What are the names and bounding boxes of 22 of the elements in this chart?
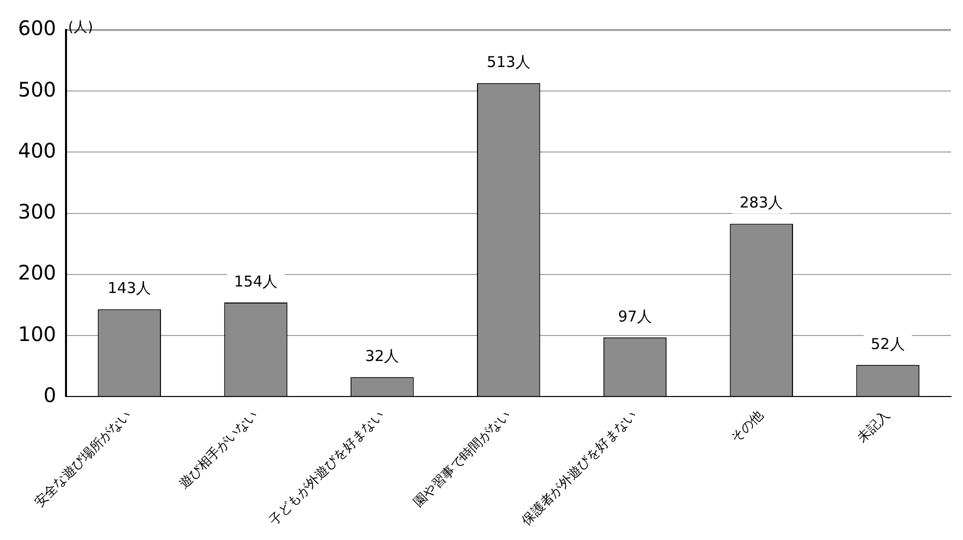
y-tick-label: 300 xyxy=(18,200,56,224)
x-tick-label: その他 xyxy=(728,408,767,446)
y-tick-label: 0 xyxy=(43,382,56,407)
y-tick-label: 500 xyxy=(18,77,56,102)
y-tick-label: 400 xyxy=(18,138,56,162)
data-label: 32人 xyxy=(365,346,400,365)
data-label: 283人 xyxy=(740,194,784,212)
y-tick-label: 600 xyxy=(18,16,56,40)
data-label: 154人 xyxy=(234,272,278,290)
y-tick-label: 100 xyxy=(18,322,56,346)
x-tick-label: 子どもが外遊びを好まない xyxy=(266,408,388,529)
data-label: 143人 xyxy=(108,279,152,298)
y-tick-label: 200 xyxy=(18,260,56,285)
y-axis-title: (人) xyxy=(68,20,94,36)
data-label: 52人 xyxy=(870,334,905,353)
x-tick-label: 園や習事で時間がない xyxy=(411,408,514,510)
x-tick-label: 保護者が外遊びを好まない xyxy=(519,408,640,529)
x-tick-label: 遊び相手がいない xyxy=(176,408,261,492)
data-label: 513人 xyxy=(486,53,530,72)
data-label: 97人 xyxy=(618,307,652,326)
x-tick-label: 未記入 xyxy=(854,408,894,446)
x-tick-label: 安全な遊び場所がない xyxy=(31,407,135,510)
